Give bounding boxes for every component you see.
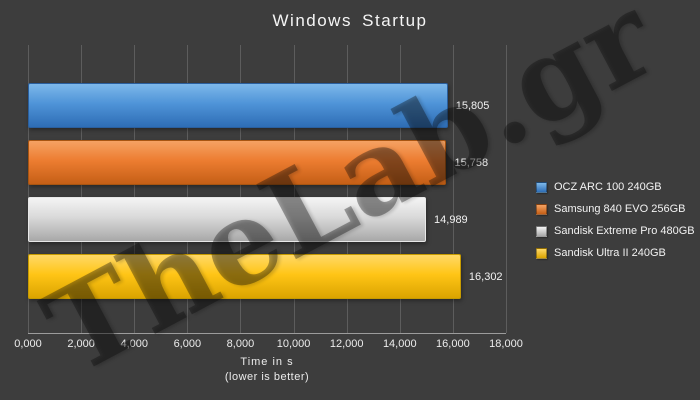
x-tick-label: 4,000	[120, 338, 148, 350]
legend: OCZ ARC 100 240GB Samsung 840 EVO 256GB Sa…	[536, 176, 695, 264]
legend-item: Sandisk Extreme Pro 480GB	[536, 220, 695, 242]
x-tick-label: 14,000	[382, 338, 417, 350]
x-axis-label: Time in s	[240, 356, 294, 368]
x-axis-sublabel: (lower is better)	[224, 371, 310, 383]
bar-value-label: 15,805	[455, 99, 490, 112]
legend-label: Samsung 840 EVO 256GB	[554, 203, 686, 215]
x-tick-label: 2,000	[67, 338, 95, 350]
legend-swatch-icon	[536, 247, 547, 259]
plot-area: 15,805 15,758 14,989 16,302	[28, 45, 507, 334]
bar-row: 14,989	[28, 197, 586, 242]
x-tick-label: 18,000	[489, 338, 523, 350]
bar-sandisk-ultra-ii-240gb	[28, 254, 461, 299]
x-tick-label: 12,000	[329, 338, 364, 350]
legend-item: OCZ ARC 100 240GB	[536, 176, 695, 198]
x-tick-label: 16,000	[436, 338, 470, 350]
x-tick-label: 0,000	[14, 338, 42, 350]
bar-row: 16,302	[28, 254, 586, 299]
legend-swatch-icon	[536, 181, 547, 193]
x-tick-label: 10,000	[276, 338, 311, 350]
bar-samsung-840-evo-256gb	[28, 140, 447, 185]
grid-line	[240, 45, 242, 333]
bar-value-label: 14,989	[434, 213, 468, 226]
legend-label: Sandisk Extreme Pro 480GB	[554, 225, 695, 237]
legend-swatch-icon	[536, 203, 547, 215]
legend-label: OCZ ARC 100 240GB	[554, 181, 662, 193]
bar-value-label: 16,302	[468, 270, 503, 283]
grid-line	[506, 45, 507, 333]
x-axis-ticks: 0,000 2,000 4,000 6,000 8,000 10,000 12,000 14,…	[14, 338, 523, 352]
grid-line	[28, 45, 29, 333]
grid-line	[134, 45, 136, 333]
legend-swatch-icon	[536, 225, 547, 237]
legend-label: Sandisk Ultra II 240GB	[554, 247, 666, 259]
grid-line	[187, 45, 189, 333]
bar-ocz-arc-100-240gb	[28, 83, 448, 128]
bar-value-label: 15,758	[454, 156, 489, 169]
grid-line	[81, 45, 83, 333]
bar-sandisk-extreme-pro-480gb	[28, 197, 427, 242]
bar-row: 15,758	[28, 140, 586, 185]
legend-item: Samsung 840 EVO 256GB	[536, 198, 695, 220]
legend-item: Sandisk Ultra II 240GB	[536, 242, 695, 264]
x-tick-label: 6,000	[173, 338, 202, 350]
grid-line	[293, 45, 295, 333]
grid-line	[452, 45, 454, 333]
bar-row: 15,805	[28, 83, 586, 128]
grid-line	[346, 45, 348, 333]
grid-line	[399, 45, 401, 333]
chart-title: Windows Startup	[272, 11, 428, 30]
x-tick-label: 8,000	[226, 338, 255, 350]
